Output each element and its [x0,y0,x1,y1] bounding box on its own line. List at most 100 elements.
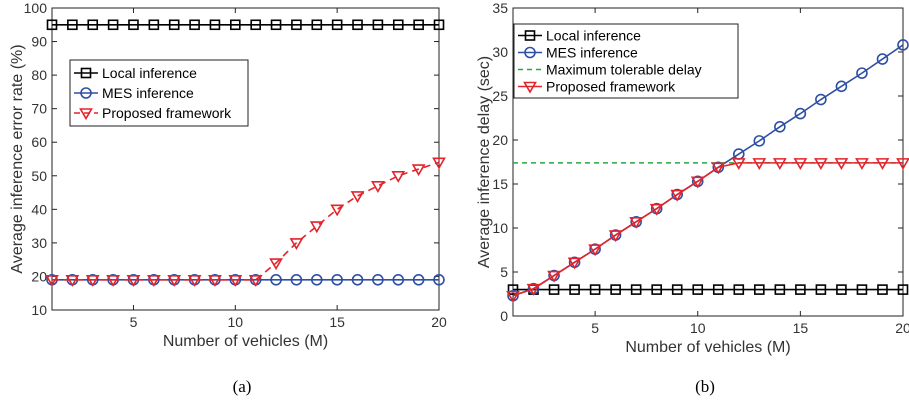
data-point [547,270,561,283]
y-tick-label: 20 [31,268,47,284]
data-point [793,158,808,170]
data-point [876,53,889,65]
y-tick-label: 10 [31,302,47,318]
data-point [148,19,160,31]
data-point [671,284,683,295]
data-point [855,158,869,170]
data-point [311,19,323,31]
data-point [753,135,766,147]
data-point [289,238,304,250]
legend-label: Proposed framework [546,79,676,95]
data-point [433,273,445,286]
data-point [610,284,621,295]
data-point [670,189,685,202]
data-point [106,274,120,287]
data-point [588,244,602,257]
y-tick-label: 10 [492,220,508,236]
data-point [372,273,384,286]
data-point [875,158,890,170]
y-tick-label: 0 [500,308,508,324]
legend-label: MES inference [546,45,638,61]
x-tick-label: 20 [895,320,909,336]
data-point [834,158,849,170]
legend-marker [523,81,537,94]
data-point [331,19,343,31]
data-point [629,217,644,229]
legend-label: MES inference [102,85,194,101]
data-point [752,158,767,170]
data-point [835,80,848,93]
legend-marker [80,67,92,79]
data-point [391,170,406,183]
data-point [228,274,243,287]
data-point [877,284,888,295]
data-point [128,19,139,31]
data-point [731,158,746,170]
legend-marker [79,108,93,121]
data-point [330,204,345,217]
x-tick-label: 20 [431,314,447,330]
data-point [250,19,261,31]
data-point [630,284,642,295]
data-point [309,221,324,234]
series-proposed-framework [45,157,446,287]
legend-label: Local inference [102,65,197,81]
data-point [432,157,446,170]
data-point [230,19,241,31]
data-point [331,273,343,286]
data-point [310,273,323,286]
data-point [794,107,807,120]
data-point [248,274,263,287]
series-local-inference [46,19,445,31]
data-point [856,284,868,295]
legend-marker [80,87,92,99]
data-point [897,284,909,295]
series-proposed-framework [506,158,909,303]
data-point [589,284,601,295]
x-tick-label: 15 [329,314,345,330]
data-point [146,274,161,287]
x-axis-label: Number of vehicles (M) [625,339,790,356]
y-tick-label: 5 [500,264,508,280]
data-point [692,284,704,295]
y-tick-label: 70 [31,101,47,117]
data-point [569,284,580,295]
data-point [836,284,847,295]
x-tick-label: 5 [591,320,599,336]
data-point [270,273,282,286]
y-tick-label: 40 [31,201,47,217]
legend-label: Proposed framework [102,105,232,121]
y-tick-label: 50 [31,168,47,184]
data-point [372,19,384,31]
data-point [45,274,59,287]
legend-marker [524,30,536,41]
data-point [85,274,100,287]
legend: Local inference MES inference Proposed fra… [69,59,249,127]
data-point [392,273,405,286]
data-point [815,284,827,295]
data-point [774,121,786,133]
data-point [352,19,363,31]
data-point [65,274,80,287]
data-point [897,39,909,51]
data-point [507,284,519,295]
data-point [896,158,909,170]
data-point [270,19,282,31]
data-point [107,19,119,31]
data-point [168,19,180,31]
y-tick-label: 100 [24,0,48,16]
data-point [411,164,426,177]
data-point [46,19,58,31]
y-tick-label: 35 [492,0,508,16]
data-point [189,19,200,31]
data-point [87,19,99,31]
data-point [651,284,662,295]
caption-a: (a) [233,377,252,396]
data-point [772,158,787,170]
x-tick-label: 15 [793,320,809,336]
data-point [506,290,520,303]
x-tick-label: 10 [690,320,706,336]
data-point [371,181,385,193]
